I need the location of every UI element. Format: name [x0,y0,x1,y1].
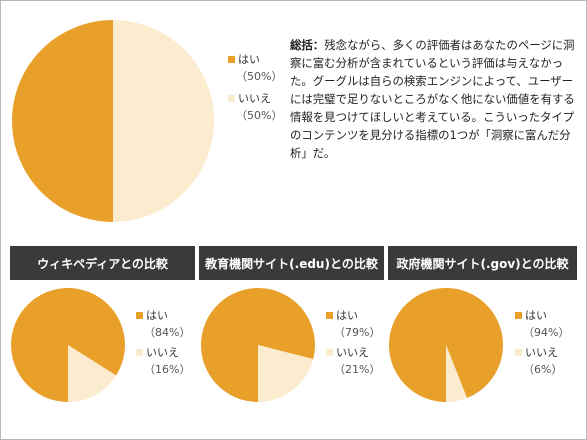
legend-label-yes: はい [146,309,168,322]
legend-pct-no: （16%） [144,363,191,376]
legend-swatch-yes [326,312,333,319]
legend-label-yes: はい [238,53,260,66]
legend-pct-no: （21%） [334,363,381,376]
legend-label-yes: はい [336,309,358,322]
pie-wikipedia-slice-yes [11,288,126,402]
legend-label-yes: はい [525,309,547,322]
legend-swatch-no [228,95,235,102]
legend-label-no: いいえ [336,346,369,359]
legend-swatch-no [326,349,333,356]
header-edu: 教育機関サイト(.edu)との比較 [199,246,384,280]
legend-swatch-no [515,349,522,356]
legend-pct-yes: （84%） [144,326,191,339]
pie-wikipedia-slice-no [68,345,117,402]
legend-swatch-yes [136,312,143,319]
legend-pct-no: （6%） [523,363,563,376]
summary-text: 総括：残念ながら、多くの評価者はあなたのページに洞察に富む分析が含まれているとい… [290,36,580,162]
pie-edu-slice-no [258,345,314,402]
header-wikipedia: ウィキペディアとの比較 [10,246,195,280]
pie-main-slice-yes [12,20,113,222]
legend-swatch-yes [515,312,522,319]
summary-body: 残念ながら、多くの評価者はあなたのページに洞察に富む分析が含まれているという評価… [290,38,575,160]
legend-pct-yes: （94%） [523,326,570,339]
pie-main-slice-no [113,20,214,222]
legend-pct-yes: （79%） [334,326,381,339]
legend-label-no: いいえ [525,346,558,359]
legend-swatch-yes [228,56,235,63]
legend-label-no: いいえ [146,346,179,359]
pie-gov-slice-yes [389,287,504,402]
pie-edu-slice-yes [201,288,316,402]
legend-swatch-no [136,349,143,356]
legend-label-no: いいえ [238,92,271,105]
legend-pct-no: （50%） [236,109,283,122]
pie-gov-slice-no [446,345,467,402]
summary-heading: 総括： [290,38,325,52]
header-gov: 政府機関サイト(.gov)との比較 [388,246,577,280]
legend-pct-yes: （50%） [236,70,283,83]
